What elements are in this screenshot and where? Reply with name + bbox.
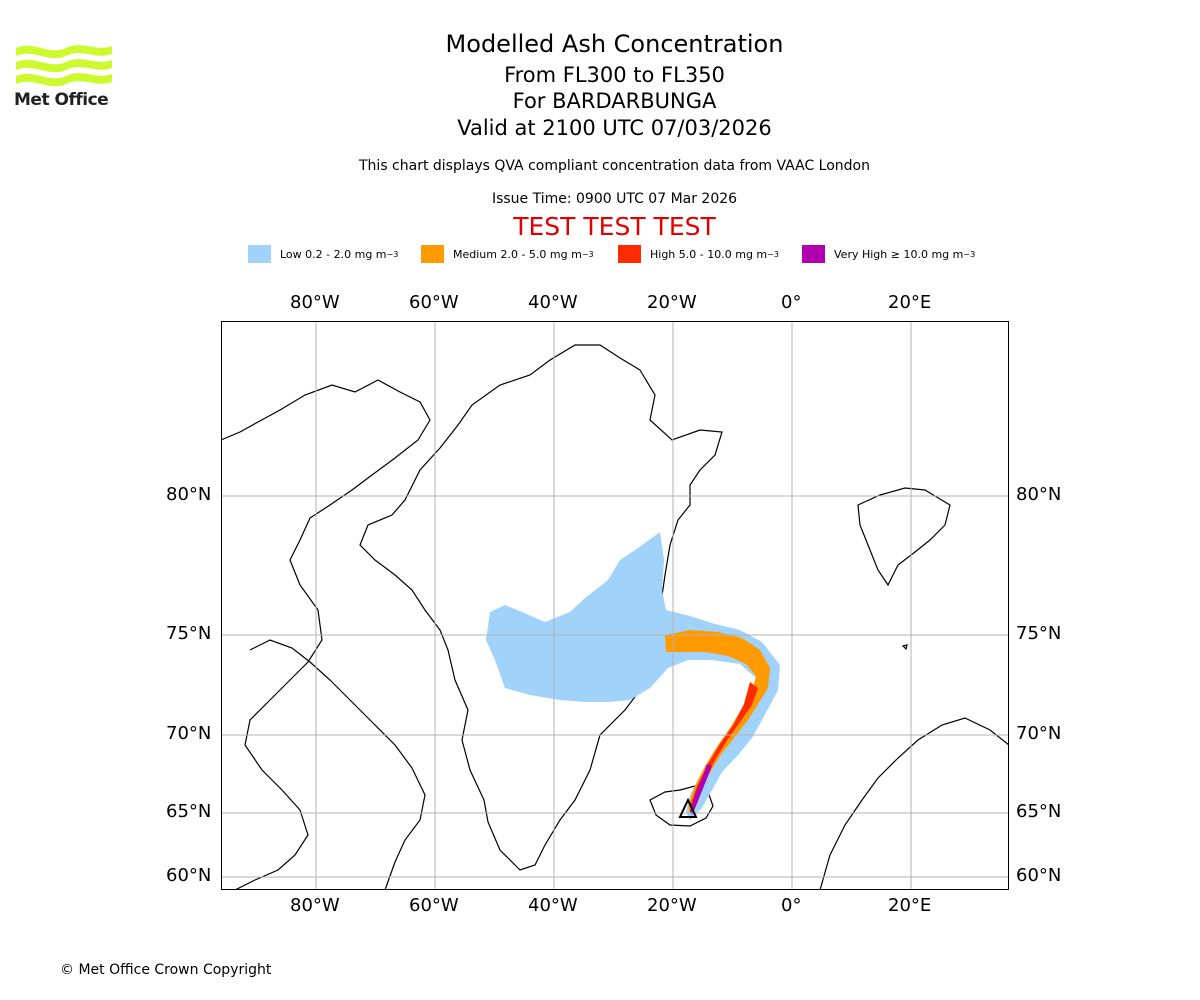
issue-time: Issue Time: 0900 UTC 07 Mar 2026 bbox=[491, 191, 738, 207]
lon-tick-bottom-20w: 20°W bbox=[647, 895, 697, 916]
lon-tick-top-20w: 20°W bbox=[647, 292, 697, 313]
legend-label-very-high: Very High ≥ 10.0 mg m bbox=[834, 247, 964, 261]
lat-tick-right-70n: 70°N bbox=[1016, 723, 1062, 744]
map-gridlines bbox=[221, 321, 1009, 890]
flight-level-range: From FL300 to FL350 bbox=[504, 63, 725, 87]
baffin-coastline bbox=[249, 639, 426, 890]
legend-label-high: High 5.0 - 10.0 mg m bbox=[650, 247, 768, 261]
legend-swatch-high bbox=[618, 245, 641, 263]
legend-item-medium: Medium 2.0 - 5.0 mg m −3 bbox=[421, 244, 594, 264]
lat-tick-left-60n: 60°N bbox=[166, 865, 212, 886]
lat-tick-right-60n: 60°N bbox=[1016, 865, 1062, 886]
legend-item-high: High 5.0 - 10.0 mg m −3 bbox=[618, 244, 779, 264]
lon-tick-top-60w: 60°W bbox=[409, 292, 459, 313]
legend-swatch-medium bbox=[421, 245, 444, 263]
met-office-logo-text: Met Office bbox=[14, 90, 109, 110]
legend-item-low: Low 0.2 - 2.0 mg m −3 bbox=[248, 244, 398, 264]
lat-tick-left-75n: 75°N bbox=[166, 623, 212, 644]
copyright-notice: © Met Office Crown Copyright bbox=[60, 962, 272, 978]
volcano-name: For BARDARBUNGA bbox=[512, 89, 717, 113]
lon-tick-top-80w: 80°W bbox=[290, 292, 340, 313]
ash-medium-region bbox=[665, 630, 770, 814]
compliance-note: This chart displays QVA compliant concen… bbox=[359, 158, 870, 174]
ash-very-high-region bbox=[690, 764, 712, 815]
ash-high-region bbox=[690, 682, 758, 812]
chart-title: Modelled Ash Concentration bbox=[445, 30, 784, 58]
legend-unit-exponent: −3 bbox=[963, 249, 976, 259]
legend-label-low: Low 0.2 - 2.0 mg m bbox=[280, 247, 387, 261]
legend-unit-exponent: −3 bbox=[767, 249, 779, 259]
lon-tick-bottom-20e: 20°E bbox=[888, 895, 932, 916]
lon-tick-bottom-40w: 40°W bbox=[528, 895, 578, 916]
legend-swatch-low bbox=[248, 245, 271, 263]
volcano-triangle-icon bbox=[678, 797, 698, 818]
lat-tick-right-75n: 75°N bbox=[1016, 623, 1062, 644]
lat-tick-right-65n: 65°N bbox=[1016, 801, 1062, 822]
lat-tick-left-65n: 65°N bbox=[166, 801, 212, 822]
ash-low-region bbox=[486, 532, 780, 820]
lat-tick-left-80n: 80°N bbox=[166, 484, 212, 505]
legend-unit-exponent: −3 bbox=[386, 249, 399, 259]
legend-unit-exponent: −3 bbox=[581, 249, 594, 259]
lon-tick-top-20e: 20°E bbox=[888, 292, 932, 313]
legend-item-very-high: Very High ≥ 10.0 mg m −3 bbox=[802, 244, 975, 264]
iceland-coastline bbox=[649, 785, 714, 827]
valid-time: Valid at 2100 UTC 07/03/2026 bbox=[457, 116, 772, 140]
ash-plume bbox=[486, 532, 780, 820]
svalbard-coastline bbox=[857, 487, 951, 587]
map-frame bbox=[221, 321, 1009, 890]
scandinavia-coastline bbox=[819, 717, 1009, 890]
canadian-arctic-coastline bbox=[221, 379, 431, 890]
lon-tick-bottom-80w: 80°W bbox=[290, 895, 340, 916]
met-office-logo bbox=[16, 45, 112, 87]
lat-tick-right-80n: 80°N bbox=[1016, 484, 1062, 505]
lon-tick-bottom-60w: 60°W bbox=[409, 895, 459, 916]
test-banner: TEST TEST TEST bbox=[513, 212, 716, 241]
lon-tick-top-0: 0° bbox=[781, 292, 802, 313]
legend-swatch-very-high bbox=[802, 245, 825, 263]
lat-tick-left-70n: 70°N bbox=[166, 723, 212, 744]
jan-mayen-coastline bbox=[901, 644, 908, 651]
legend-label-medium: Medium 2.0 - 5.0 mg m bbox=[453, 247, 582, 261]
lon-tick-top-40w: 40°W bbox=[528, 292, 578, 313]
lon-tick-bottom-0: 0° bbox=[781, 895, 802, 916]
